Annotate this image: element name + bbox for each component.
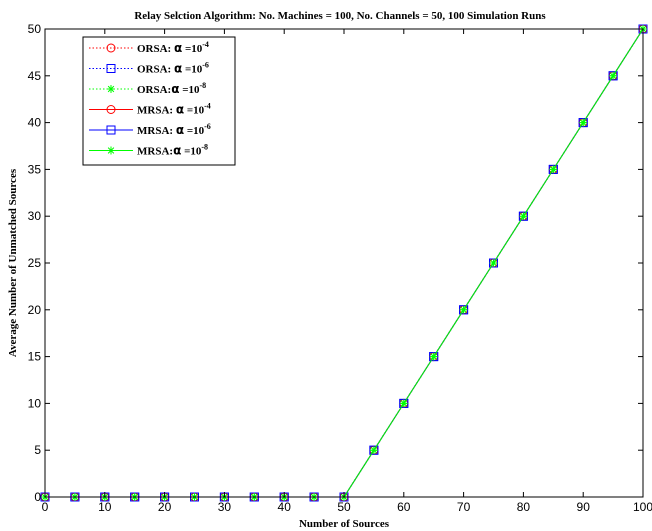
y-tick-label: 25 (28, 256, 42, 270)
series-6-point (429, 352, 438, 361)
x-tick-label: 40 (278, 500, 292, 514)
legend-item: ORSA:α =10-8 (89, 81, 206, 96)
legend-marker (107, 146, 115, 155)
legend-box (82, 36, 236, 166)
x-tick-label: 100 (633, 500, 652, 514)
x-tick-label: 90 (577, 500, 591, 514)
legend-marker (106, 105, 116, 114)
x-tick-label: 60 (397, 500, 411, 514)
series-6-point (609, 71, 618, 80)
x-tick-label: 50 (337, 500, 351, 514)
series-6-point (489, 259, 498, 267)
x-axis-label: Number of Sources (299, 518, 390, 530)
legend-label: ORSA: α =10-4 (137, 40, 209, 55)
y-tick-label: 40 (28, 116, 42, 130)
legend-label: MRSA: α =10-6 (137, 122, 211, 137)
series-6-point (369, 446, 378, 455)
legend-item: MRSA:α =10-8 (89, 143, 208, 158)
legend-item: ORSA: α =10-4 (89, 40, 209, 55)
legend-label: ORSA: α =10-6 (137, 61, 209, 76)
y-tick-label: 35 (28, 162, 42, 176)
x-tick-label: 10 (98, 500, 112, 514)
series-6-point (459, 305, 468, 314)
y-tick-label: 50 (28, 22, 42, 36)
y-tick-label: 45 (28, 69, 42, 83)
y-tick-label: 0 (34, 490, 41, 504)
y-tick-label: 30 (28, 209, 42, 223)
axes-layer: 0 10 20 30 40 50 60 70 80 90 100 0 5 10 15 20 25 30 35 40 45… (28, 22, 652, 514)
series-6-point (519, 212, 528, 221)
y-axis-label: Average Number of Unmatched Sources (7, 168, 19, 357)
series-6-point (549, 165, 558, 174)
series-6-point (579, 118, 588, 127)
x-tick-label: 20 (158, 500, 172, 514)
y-tick-label: 20 (28, 303, 42, 317)
x-tick-label: 0 (42, 500, 49, 514)
legend-item: ORSA: α =10-6 (89, 61, 209, 76)
legend-marker (106, 125, 116, 135)
series-6-point (399, 399, 408, 408)
y-tick-label: 10 (28, 396, 42, 410)
y-tick-label: 15 (28, 350, 42, 364)
chart-title: Relay Selction Algorithm: No. Machines =… (134, 10, 546, 22)
legend-item: MRSA: α =10-4 (89, 102, 211, 117)
legend: ORSA: α =10-4 ORSA: α =10-6 ORSA:α =10-8 MR… (82, 36, 236, 166)
y-tick-label: 5 (34, 443, 41, 457)
x-tick-label: 70 (457, 500, 471, 514)
legend-label: MRSA:α =10-8 (137, 143, 208, 158)
legend-marker (106, 64, 116, 73)
x-tick-label: 80 (517, 500, 531, 514)
legend-item: MRSA: α =10-6 (89, 122, 211, 137)
legend-marker (107, 85, 115, 93)
legend-marker (106, 43, 116, 53)
legend-label: MRSA: α =10-4 (137, 102, 211, 117)
x-tick-label: 30 (218, 500, 232, 514)
legend-label: ORSA:α =10-8 (137, 81, 206, 96)
